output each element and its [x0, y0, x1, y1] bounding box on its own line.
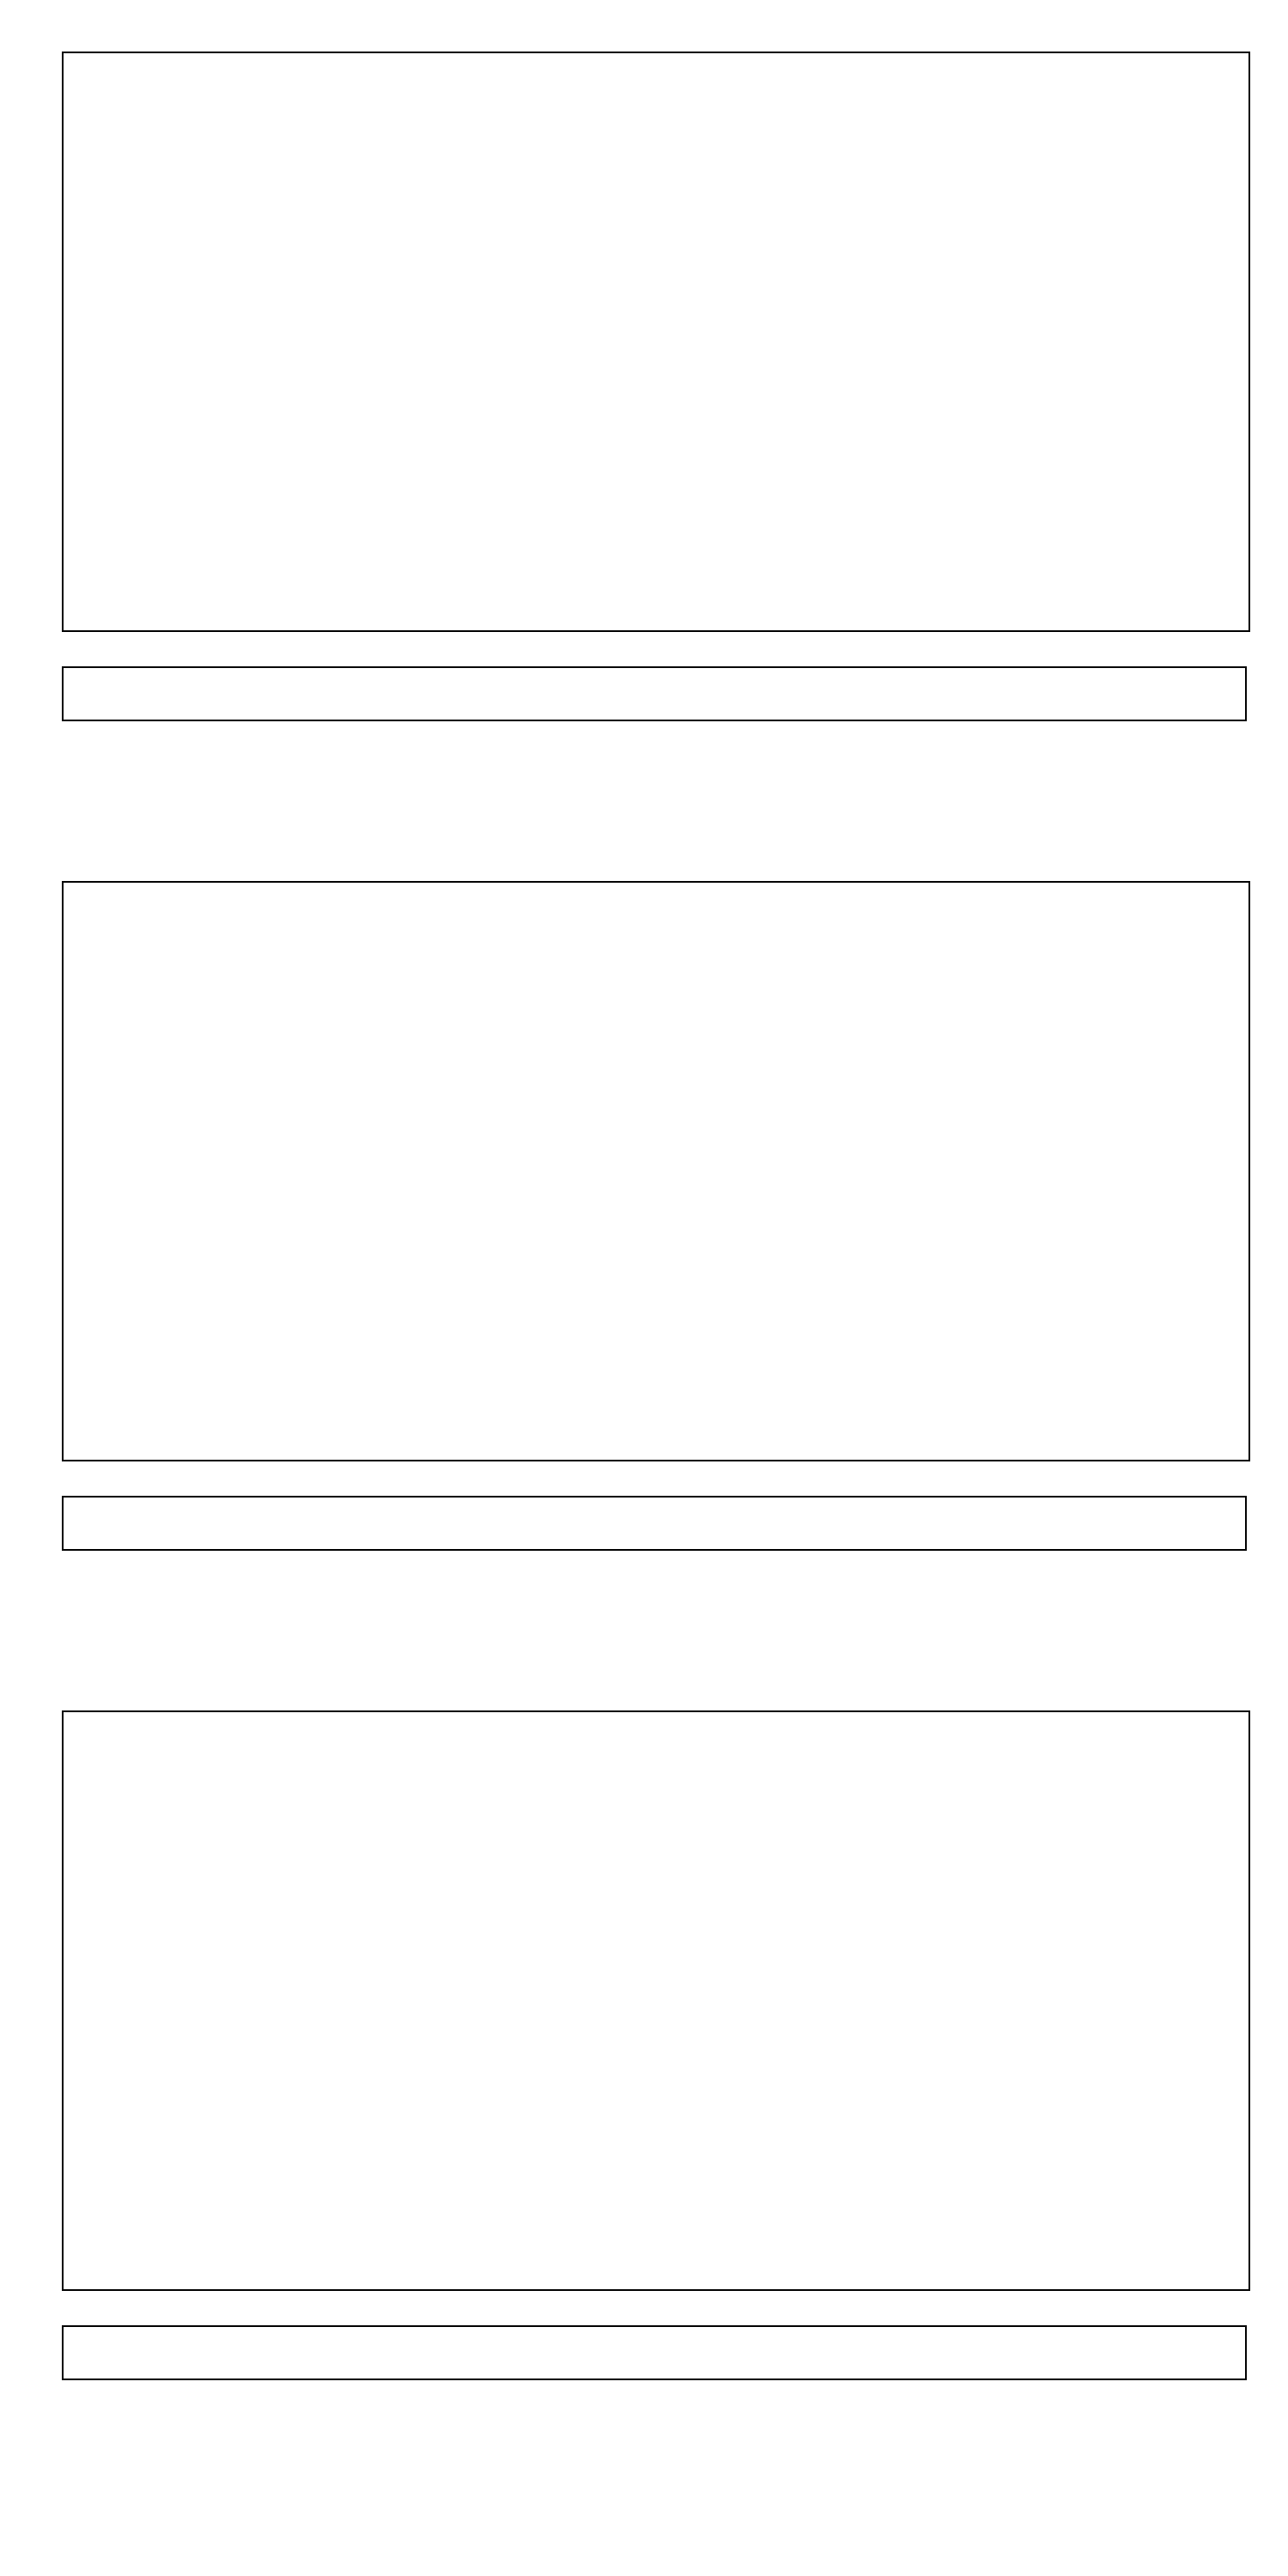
colorbar: [62, 666, 1247, 721]
colorbar-wrap: [62, 1496, 1247, 1592]
map-canvas-plasmasphere: [64, 1712, 1249, 2289]
colorbar-wrap: [62, 666, 1247, 762]
panel-combined-gim: [0, 52, 1288, 762]
map-canvas-combined: [64, 53, 1249, 630]
map-frame: [62, 881, 1250, 1461]
colorbar: [62, 2325, 1247, 2380]
figure-page: [0, 52, 1288, 2421]
colorbar: [62, 1496, 1247, 1551]
colorbar-tick-row: [62, 1551, 1250, 1592]
panel-plasmasphere: [0, 1710, 1288, 2421]
map-canvas-ionosphere: [64, 883, 1249, 1460]
colorbar-tick-row: [62, 2380, 1250, 2421]
panel-ionosphere: [0, 881, 1288, 1592]
colorbar-tick-row: [62, 721, 1250, 762]
map-frame: [62, 1710, 1250, 2291]
colorbar-wrap: [62, 2325, 1247, 2421]
map-frame: [62, 52, 1250, 632]
